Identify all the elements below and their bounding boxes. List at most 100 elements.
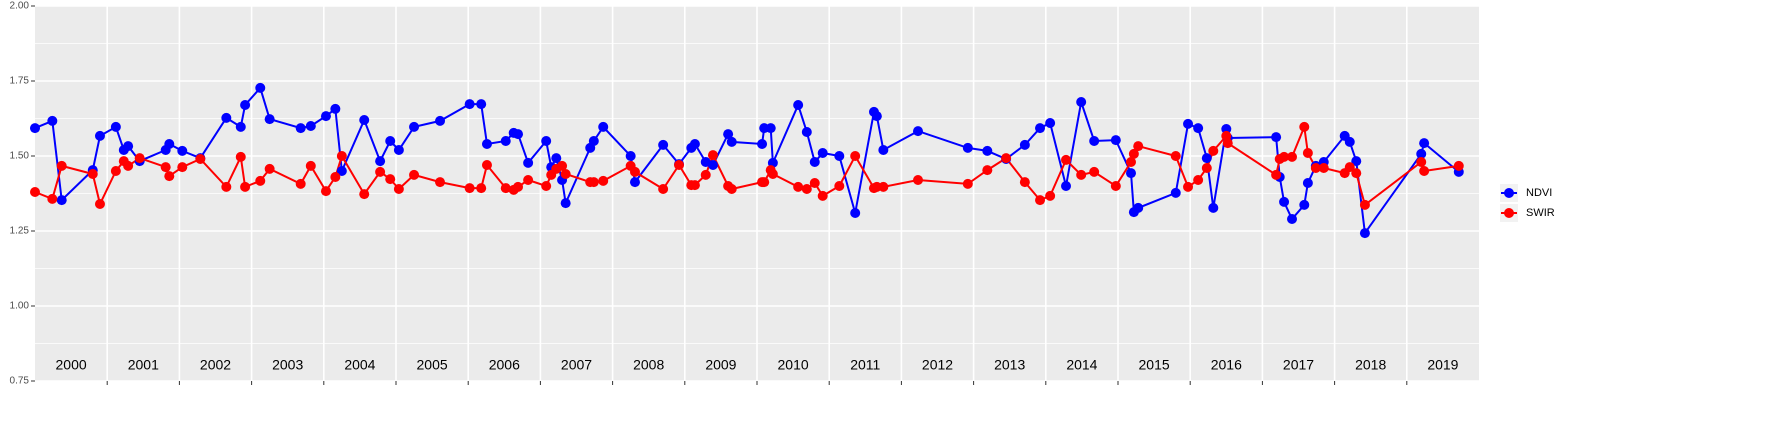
point	[1045, 118, 1056, 128]
point	[409, 121, 420, 132]
point	[913, 126, 924, 137]
x-tick-label: 2018	[1355, 357, 1386, 373]
point	[689, 180, 700, 191]
point	[658, 139, 669, 150]
x-tick-label: 2011	[850, 357, 880, 373]
x-tick-label: 2002	[200, 357, 231, 373]
point	[913, 175, 924, 185]
point	[177, 145, 188, 156]
point	[1183, 181, 1194, 192]
y-tick-label: 1.00	[10, 301, 30, 312]
point	[1344, 162, 1355, 173]
point	[481, 139, 492, 149]
point	[551, 153, 562, 164]
point	[1125, 168, 1136, 179]
point	[767, 169, 778, 179]
point	[87, 169, 98, 179]
point	[801, 184, 812, 194]
point	[1035, 195, 1046, 206]
point	[1271, 169, 1282, 180]
y-tick-label: 0.75	[10, 376, 30, 387]
point	[464, 183, 475, 194]
point	[1193, 123, 1204, 134]
point	[110, 121, 121, 132]
point	[221, 181, 232, 192]
point	[320, 186, 331, 197]
point	[195, 154, 206, 164]
x-tick-label: 2000	[56, 357, 87, 373]
point	[523, 175, 534, 185]
point	[123, 160, 134, 171]
point	[817, 190, 828, 201]
point	[793, 100, 804, 110]
point	[385, 136, 396, 146]
point	[1089, 166, 1100, 177]
x-tick-label: 2017	[1283, 357, 1314, 373]
x-tick-label: 2009	[705, 357, 736, 373]
x-tick-label: 2005	[417, 357, 448, 373]
point	[1310, 163, 1321, 173]
point	[221, 112, 232, 123]
x-tick-label: 2014	[1066, 357, 1097, 373]
point	[320, 111, 331, 122]
point	[625, 151, 636, 161]
point	[801, 127, 812, 137]
y-tick-label: 2.00	[10, 1, 30, 12]
point	[523, 157, 534, 168]
x-tick-label: 2019	[1427, 357, 1458, 373]
point	[1089, 136, 1100, 146]
point	[264, 114, 275, 125]
point	[700, 169, 711, 180]
point	[1302, 148, 1313, 158]
point	[500, 183, 511, 194]
point	[1045, 190, 1056, 201]
point	[1076, 169, 1087, 180]
point	[541, 136, 552, 146]
point	[385, 174, 396, 185]
point	[834, 181, 845, 191]
point	[123, 141, 134, 152]
point	[435, 115, 446, 126]
point	[30, 123, 40, 134]
point	[1208, 145, 1219, 156]
point	[1299, 199, 1310, 210]
point	[878, 181, 889, 192]
point	[962, 178, 973, 189]
point	[94, 199, 105, 209]
point	[513, 129, 524, 140]
legend-point	[1504, 188, 1514, 198]
point	[476, 183, 487, 194]
point	[557, 160, 568, 171]
point	[759, 177, 770, 188]
point	[1318, 163, 1329, 173]
point	[56, 195, 67, 206]
point	[871, 111, 882, 122]
x-tick-label: 2001	[128, 357, 159, 373]
point	[757, 139, 768, 149]
point	[1125, 157, 1136, 167]
point	[726, 184, 737, 194]
x-tick-label: 2012	[922, 357, 953, 373]
point	[1208, 202, 1219, 213]
legend-point	[1504, 208, 1514, 218]
point	[1170, 151, 1181, 161]
point	[629, 166, 640, 177]
point	[330, 103, 341, 114]
point	[1019, 177, 1030, 188]
point	[255, 82, 266, 93]
point	[793, 181, 804, 192]
point	[110, 166, 121, 176]
point	[160, 162, 171, 173]
point	[1359, 199, 1370, 210]
point	[336, 151, 347, 161]
point	[1110, 181, 1121, 191]
point	[435, 177, 446, 188]
y-tick-label: 1.25	[10, 226, 30, 237]
point	[850, 208, 861, 218]
point	[47, 193, 58, 204]
point	[235, 121, 246, 132]
point	[295, 123, 306, 134]
point	[1271, 132, 1282, 143]
x-tick-label: 2004	[344, 357, 375, 373]
